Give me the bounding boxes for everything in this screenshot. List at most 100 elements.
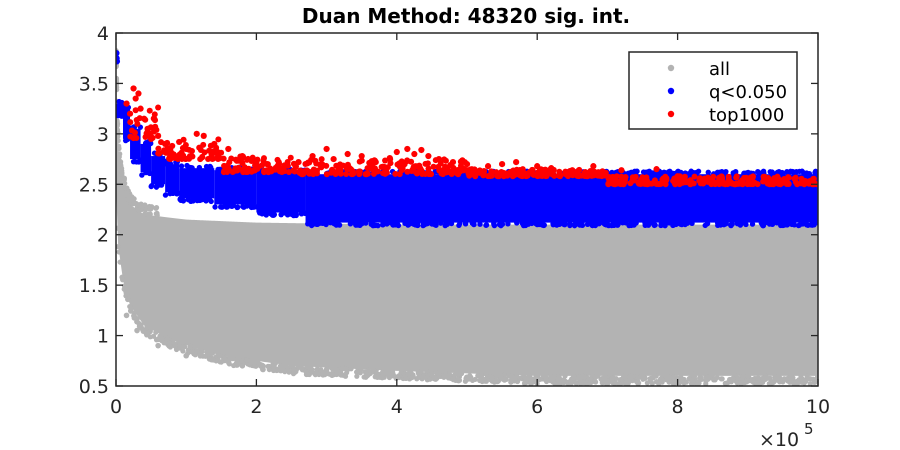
series-q-point: [792, 169, 799, 175]
series-top1000-point: [313, 160, 320, 167]
series-q-point: [809, 222, 816, 228]
series-all-point: [295, 364, 302, 370]
series-all-point: [259, 362, 265, 368]
series-q-point: [116, 58, 121, 65]
series-all-point: [140, 328, 146, 334]
x-tick-label: 0: [110, 396, 122, 418]
series-all-point: [318, 366, 324, 373]
series-q-point: [705, 169, 711, 176]
series-all-point: [766, 380, 772, 386]
series-top1000-point: [344, 150, 351, 158]
series-q-point: [139, 172, 145, 178]
series-all-point: [125, 192, 131, 198]
series-q-point: [714, 169, 721, 175]
series-all-point: [348, 366, 354, 372]
series-all-point: [647, 376, 653, 382]
series-top1000-point: [585, 171, 592, 178]
series-top1000-point: [371, 165, 378, 172]
series-top1000-point: [516, 167, 523, 174]
series-q-point: [800, 221, 806, 227]
series-top1000-point: [612, 180, 619, 187]
series-all-point: [379, 375, 385, 381]
series-q-point: [477, 221, 483, 227]
series-top1000-point: [452, 168, 459, 175]
series-q-point: [334, 221, 340, 228]
series-all-point: [371, 367, 377, 373]
series-q-point: [539, 222, 545, 228]
series-top1000-point: [529, 167, 536, 174]
series-all-point: [754, 380, 760, 386]
series-q-point: [801, 170, 807, 176]
series-all-point: [286, 369, 292, 375]
series-top1000-point: [805, 180, 812, 187]
series-q-point: [308, 220, 314, 226]
series-all-point: [116, 138, 121, 144]
series-top1000-point: [215, 136, 222, 143]
series-top1000-point: [536, 172, 543, 179]
series-q-point: [755, 169, 761, 175]
series-top1000-point: [132, 95, 139, 102]
series-q-point: [205, 164, 211, 171]
series-top1000-point: [662, 181, 669, 188]
series-top1000-point: [460, 167, 467, 174]
series-q-point: [791, 222, 798, 228]
series-top1000-point: [151, 111, 158, 118]
series-top1000-point: [632, 173, 639, 180]
series-all-point: [409, 374, 415, 381]
series-q-point: [390, 221, 396, 228]
series-top1000-point: [201, 149, 208, 156]
legend-marker: [667, 87, 675, 95]
series-top1000-point: [785, 180, 792, 187]
series-q-point: [462, 221, 469, 227]
series-q-point: [281, 210, 287, 216]
series-q-point: [298, 211, 305, 217]
series-q-point: [514, 220, 520, 226]
series-top1000-point: [251, 167, 258, 174]
series-top1000-point: [754, 181, 761, 188]
series-top1000-point: [240, 169, 247, 176]
series-q-point: [355, 222, 361, 228]
series-top1000-point: [358, 152, 365, 160]
series-q-point: [411, 221, 417, 227]
series-all-point: [116, 243, 121, 250]
series-top1000-point: [162, 140, 169, 148]
series-all-point: [472, 376, 478, 383]
series-q-point: [170, 190, 176, 196]
chart-title: Duan Method: 48320 sig. int.: [302, 4, 630, 28]
series-top1000-point: [640, 180, 647, 187]
series-q-point: [228, 202, 234, 208]
series-top1000-point: [274, 163, 281, 170]
series-all-point: [494, 379, 500, 385]
y-tick-label: 0.5: [79, 376, 109, 398]
series-top1000-point: [590, 169, 597, 176]
series-all-point: [227, 355, 233, 361]
series-q-point: [653, 171, 660, 177]
series-q-point: [448, 220, 455, 227]
series-top1000-point: [197, 156, 204, 163]
series-all-point: [154, 212, 160, 218]
series-all-point: [365, 367, 372, 374]
series-q-point: [587, 220, 594, 226]
series-q-point: [420, 222, 426, 229]
series-all-point: [651, 373, 657, 379]
series-top1000-point: [404, 168, 411, 175]
series-top1000-point: [426, 171, 433, 178]
series-all-point: [239, 363, 246, 369]
series-all-point: [741, 373, 747, 379]
series-top1000-point: [605, 180, 612, 187]
series-all-point: [166, 340, 173, 346]
series-all-point: [800, 379, 806, 385]
series-all-point: [116, 225, 120, 231]
series-all-point: [117, 259, 123, 265]
series-top1000-point: [152, 123, 159, 130]
series-top1000-point: [419, 170, 426, 177]
series-all-point: [756, 375, 762, 381]
series-all-point: [683, 379, 690, 385]
series-top1000-point: [445, 168, 452, 175]
series-q-point: [288, 211, 294, 217]
series-top1000-point: [148, 135, 155, 142]
series-all-point: [788, 374, 794, 380]
series-top1000-point: [144, 125, 151, 132]
series-q-point: [776, 169, 782, 175]
